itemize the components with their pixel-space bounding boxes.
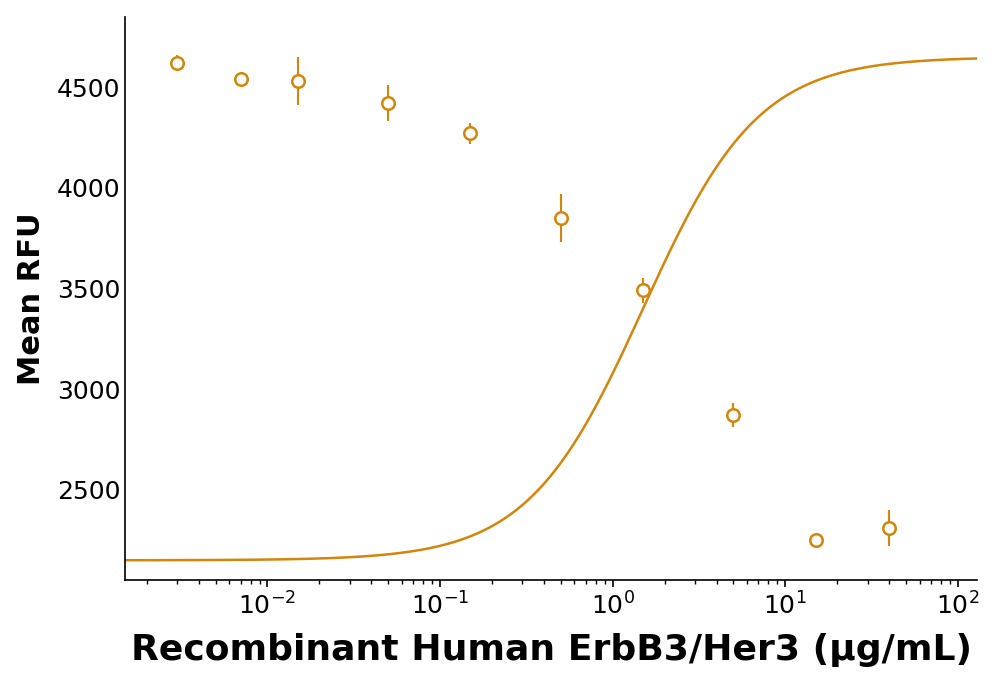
Y-axis label: Mean RFU: Mean RFU <box>17 212 46 385</box>
X-axis label: Recombinant Human ErbB3/Her3 (μg/mL): Recombinant Human ErbB3/Her3 (μg/mL) <box>131 633 972 668</box>
